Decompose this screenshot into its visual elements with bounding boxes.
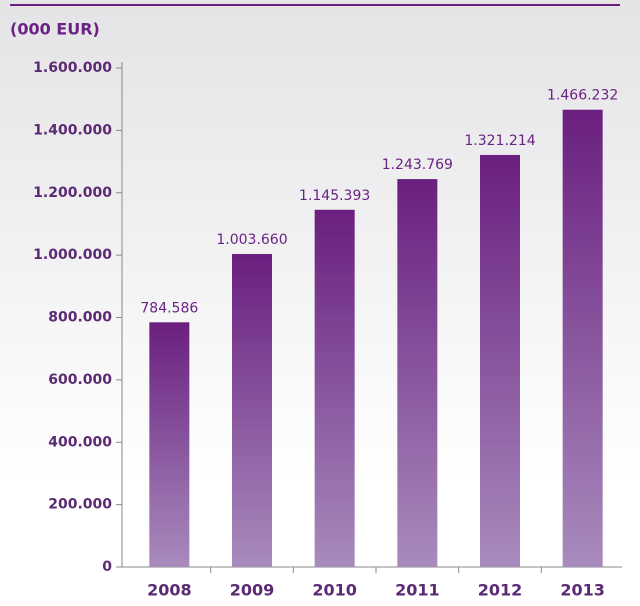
value-label: 1.321.214 bbox=[464, 133, 535, 149]
value-label: 1.243.769 bbox=[382, 157, 453, 173]
x-tick-label: 2008 bbox=[147, 581, 192, 600]
y-tick-label: 1.000.000 bbox=[33, 247, 112, 263]
y-tick-label: 1.600.000 bbox=[33, 60, 112, 76]
value-label: 1.145.393 bbox=[299, 188, 370, 204]
value-label: 784.586 bbox=[140, 300, 198, 316]
bar bbox=[480, 154, 520, 567]
y-tick-label: 200.000 bbox=[48, 497, 112, 513]
y-tick-label: 1.200.000 bbox=[33, 185, 112, 201]
bar bbox=[314, 209, 355, 567]
chart-title: (000 EUR) bbox=[10, 20, 100, 39]
y-tick-label: 600.000 bbox=[48, 372, 112, 388]
y-tick-label: 1.400.000 bbox=[33, 122, 112, 138]
x-tick-label: 2013 bbox=[560, 581, 605, 600]
y-tick-label: 0 bbox=[102, 559, 112, 575]
value-label: 1.003.660 bbox=[216, 232, 287, 248]
x-tick-label: 2012 bbox=[478, 581, 523, 600]
y-tick-label: 400.000 bbox=[48, 434, 112, 450]
value-label: 1.466.232 bbox=[547, 88, 618, 104]
bar bbox=[397, 179, 438, 567]
y-tick-label: 800.000 bbox=[48, 310, 112, 326]
bar bbox=[562, 109, 603, 567]
bar bbox=[232, 253, 272, 568]
x-tick-label: 2009 bbox=[230, 581, 275, 600]
bar bbox=[149, 322, 190, 567]
x-tick-label: 2011 bbox=[395, 581, 440, 600]
x-tick-label: 2010 bbox=[312, 581, 357, 600]
